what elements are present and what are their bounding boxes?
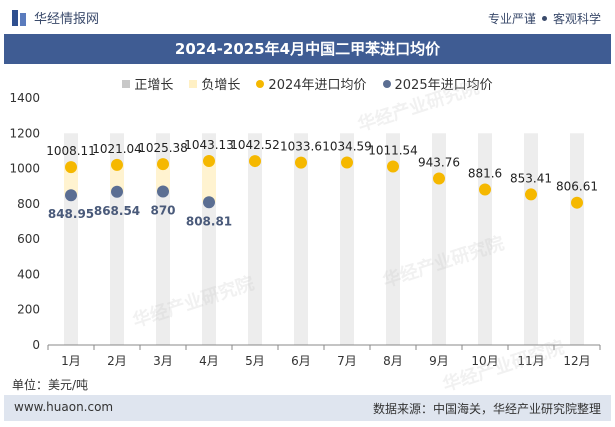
x-tick-label: 9月 bbox=[429, 354, 449, 368]
x-tick-label: 2月 bbox=[107, 354, 127, 368]
legend-item-2024[interactable]: 2024年进口均价 bbox=[256, 74, 367, 93]
negative-growth-bar bbox=[156, 164, 170, 192]
data-label-2024: 881.6 bbox=[468, 166, 502, 180]
data-label-2024: 1021.04 bbox=[92, 142, 142, 156]
footer-source: 数据来源：中国海关，华经产业研究院整理 bbox=[372, 402, 601, 416]
slogan-left: 专业严谨 bbox=[487, 12, 536, 26]
data-label-2024: 1011.54 bbox=[368, 144, 418, 158]
legend-swatch-negative bbox=[189, 79, 198, 88]
data-label-2024: 1008.11 bbox=[46, 144, 96, 158]
legend-label-positive: 正增长 bbox=[134, 78, 174, 93]
y-tick-label: 1200 bbox=[9, 126, 40, 140]
y-tick-label: 800 bbox=[17, 197, 40, 211]
point-2024 bbox=[341, 156, 353, 169]
point-2025 bbox=[111, 185, 123, 198]
data-label-2024: 806.61 bbox=[556, 180, 598, 194]
legend-label-2025: 2025年进口均价 bbox=[394, 78, 493, 93]
slogan: 专业严谨 客观科学 bbox=[488, 10, 601, 27]
footer-bar: www.huaon.com 数据来源：中国海关，华经产业研究院整理 bbox=[4, 395, 611, 421]
footer-website-link[interactable]: www.huaon.com bbox=[14, 400, 114, 414]
point-2024 bbox=[387, 160, 399, 173]
y-tick-label: 400 bbox=[17, 267, 40, 281]
data-label-2024: 1043.13 bbox=[184, 138, 234, 152]
brand-logo-icon bbox=[12, 9, 28, 26]
chart-legend: 正增长 负增长 2024年进口均价 2025年进口均价 bbox=[0, 74, 615, 93]
background-bar bbox=[340, 133, 354, 345]
negative-growth-bar bbox=[110, 164, 124, 192]
background-bar bbox=[432, 133, 446, 345]
x-tick-label: 3月 bbox=[153, 354, 173, 368]
data-label-2024: 1025.38 bbox=[138, 141, 188, 155]
point-2024 bbox=[479, 183, 491, 196]
data-label-2025: 808.81 bbox=[186, 214, 232, 228]
x-tick-label: 10月 bbox=[471, 354, 498, 368]
background-bar bbox=[248, 133, 262, 345]
point-2024 bbox=[65, 161, 77, 174]
data-label-2024: 1033.6 bbox=[280, 140, 322, 154]
unit-label: 单位：美元/吨 bbox=[12, 378, 89, 392]
background-bar bbox=[386, 133, 400, 345]
x-tick-label: 11月 bbox=[517, 354, 544, 368]
x-tick-label: 7月 bbox=[337, 354, 357, 368]
legend-marker-2024 bbox=[256, 79, 265, 88]
slogan-dot-icon bbox=[541, 16, 547, 21]
background-bar bbox=[524, 133, 538, 345]
point-2024 bbox=[571, 196, 583, 209]
y-tick-label: 1000 bbox=[9, 162, 40, 176]
x-tick-label: 6月 bbox=[291, 354, 311, 368]
point-2024 bbox=[111, 158, 123, 171]
y-tick-label: 200 bbox=[17, 303, 40, 317]
y-tick-label: 0 bbox=[32, 338, 40, 352]
point-2024 bbox=[433, 172, 445, 185]
point-2024 bbox=[157, 158, 169, 171]
x-tick-label: 12月 bbox=[563, 354, 590, 368]
data-label-2024: 943.76 bbox=[418, 155, 460, 169]
brand-name: 华经情报网 bbox=[34, 12, 100, 27]
chart-title: 2024-2025年4月中国二甲苯进口均价 bbox=[174, 40, 441, 58]
point-2025 bbox=[203, 196, 215, 209]
data-label-2025: 870 bbox=[150, 204, 175, 218]
point-2024 bbox=[249, 155, 261, 168]
data-label-2024: 1034.59 bbox=[322, 139, 372, 153]
point-2025 bbox=[157, 185, 169, 198]
y-tick-label: 1400 bbox=[9, 91, 40, 105]
data-label-2025: 848.95 bbox=[48, 207, 94, 221]
data-label-2025: 868.54 bbox=[94, 204, 140, 218]
point-2024 bbox=[525, 188, 537, 201]
x-tick-label: 8月 bbox=[383, 354, 403, 368]
title-bar: 2024-2025年4月中国二甲苯进口均价 bbox=[4, 34, 611, 64]
data-label-2024: 853.41 bbox=[510, 171, 552, 185]
legend-item-positive[interactable]: 正增长 bbox=[122, 74, 173, 93]
header-bar: 华经情报网 专业严谨 客观科学 bbox=[0, 0, 615, 34]
x-tick-label: 4月 bbox=[199, 354, 219, 368]
negative-growth-bar bbox=[202, 160, 216, 203]
slogan-right: 客观科学 bbox=[552, 12, 601, 26]
x-tick-label: 1月 bbox=[61, 354, 81, 368]
background-bar bbox=[570, 133, 584, 345]
negative-growth-bar bbox=[64, 167, 78, 196]
legend-item-negative[interactable]: 负增长 bbox=[189, 74, 240, 93]
legend-swatch-positive bbox=[122, 79, 131, 88]
data-label-2024: 1042.52 bbox=[230, 138, 280, 152]
point-2025 bbox=[65, 189, 77, 202]
x-tick-label: 5月 bbox=[245, 354, 265, 368]
legend-label-negative: 负增长 bbox=[201, 78, 241, 93]
legend-marker-2025 bbox=[382, 79, 391, 88]
brand[interactable]: 华经情报网 bbox=[12, 8, 99, 27]
point-2024 bbox=[203, 154, 215, 167]
point-2024 bbox=[295, 156, 307, 169]
y-tick-label: 600 bbox=[17, 232, 40, 246]
legend-label-2024: 2024年进口均价 bbox=[268, 78, 367, 93]
legend-item-2025[interactable]: 2025年进口均价 bbox=[382, 74, 493, 93]
background-bar bbox=[294, 133, 308, 345]
